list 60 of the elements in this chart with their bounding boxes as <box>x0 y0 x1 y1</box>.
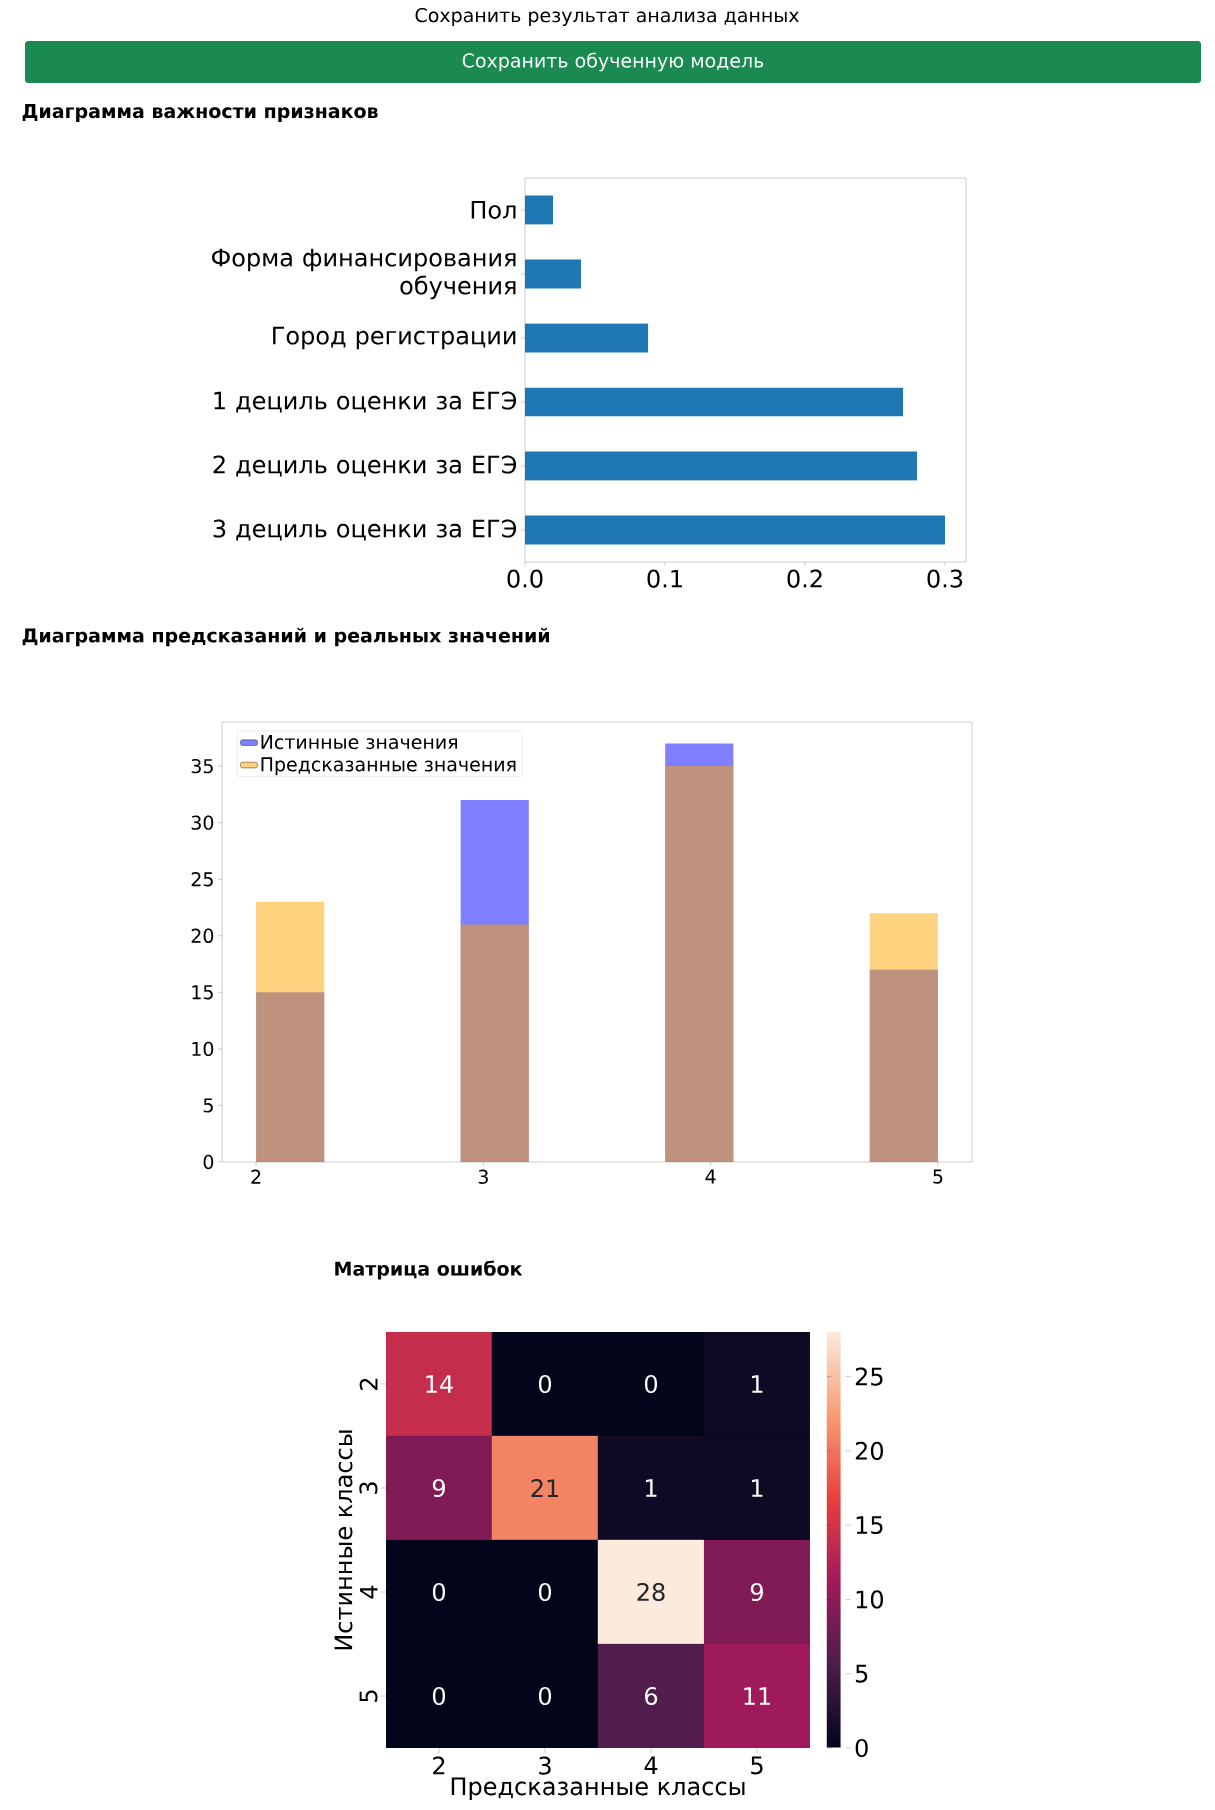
y-tick-label: Город регистрации <box>273 326 516 350</box>
x-tick-label: 0.0 <box>507 569 543 588</box>
y-tick-label: 10 <box>192 1041 214 1057</box>
data-label: 21 <box>531 1479 559 1497</box>
x-tick-label: 5 <box>933 1169 943 1184</box>
x-tick-label: 0.1 <box>647 569 682 588</box>
color-bar-label: 5 <box>855 1664 868 1683</box>
data-label: 1 <box>646 1479 657 1497</box>
y-tick-label: 25 <box>191 872 213 887</box>
y-tick-label: 4 <box>359 1585 378 1599</box>
data-label: 11 <box>744 1687 771 1705</box>
legend-label: Предсказанные значения <box>261 757 516 776</box>
x-tick-label: 3 <box>539 1756 551 1775</box>
legend-label: Истинные значения <box>261 735 458 750</box>
color-bar-label: 25 <box>855 1367 883 1386</box>
x-tick-label: 4 <box>705 1169 716 1184</box>
text: Сохранить обученную модель <box>462 52 764 72</box>
y-tick-label: 5 <box>203 1098 213 1113</box>
y-axis-title: Истинные классы <box>334 1430 353 1650</box>
data-label: 0 <box>538 1374 552 1394</box>
x-tick-label: 5 <box>751 1756 763 1775</box>
x-axis-title: Предсказанные классы <box>451 1777 745 1801</box>
data-label: 0 <box>538 1686 552 1706</box>
data-label: 6 <box>645 1686 658 1706</box>
x-tick-label: 3 <box>478 1169 488 1184</box>
data-label: 0 <box>432 1686 446 1706</box>
data-label: 1 <box>752 1479 763 1497</box>
data-label: 9 <box>432 1478 445 1498</box>
y-tick-label: Пол <box>471 201 516 219</box>
y-tick-label: 2 <box>359 1378 378 1390</box>
x-tick-label: 0.2 <box>787 569 822 588</box>
data-label: 1 <box>752 1375 763 1393</box>
y-tick-label: 1 дециль оценки за ЕГЭ <box>214 391 517 413</box>
color-bar-label: 15 <box>856 1516 883 1535</box>
y-tick-label: Форма финансирования обучения <box>211 248 516 300</box>
x-tick-label: 0.3 <box>927 569 963 588</box>
y-tick-label: 5 <box>359 1690 378 1702</box>
y-tick-label: 3 дециль оценки за ЕГЭ <box>213 519 517 541</box>
color-bar-label: 0 <box>855 1738 868 1758</box>
chart-title: Матрица ошибок <box>335 1260 523 1280</box>
data-label: 14 <box>426 1375 453 1393</box>
text: Сохранить результат анализа данных <box>415 7 799 27</box>
chart-title: Диаграмма предсказаний и реальных значений <box>22 627 550 647</box>
x-tick-label: 2 <box>433 1756 445 1775</box>
y-tick-label: 20 <box>191 928 214 943</box>
y-tick-label: 15 <box>192 985 213 1000</box>
data-label: 0 <box>432 1582 446 1602</box>
y-tick-label: 2 дециль оценки за ЕГЭ <box>213 455 517 477</box>
data-label: 0 <box>644 1374 658 1394</box>
color-bar-label: 20 <box>855 1441 884 1460</box>
x-tick-label: 2 <box>251 1169 261 1184</box>
y-tick-label: 3 <box>359 1482 378 1494</box>
text: Диаграмма важности признаков <box>22 104 378 122</box>
y-tick-label: 0 <box>203 1154 214 1170</box>
color-bar-label: 10 <box>856 1590 884 1609</box>
data-label: 28 <box>637 1582 665 1602</box>
y-tick-label: 35 <box>191 758 213 774</box>
data-label: 0 <box>538 1582 552 1602</box>
x-tick-label: 4 <box>644 1756 658 1775</box>
y-tick-label: 30 <box>191 815 214 830</box>
